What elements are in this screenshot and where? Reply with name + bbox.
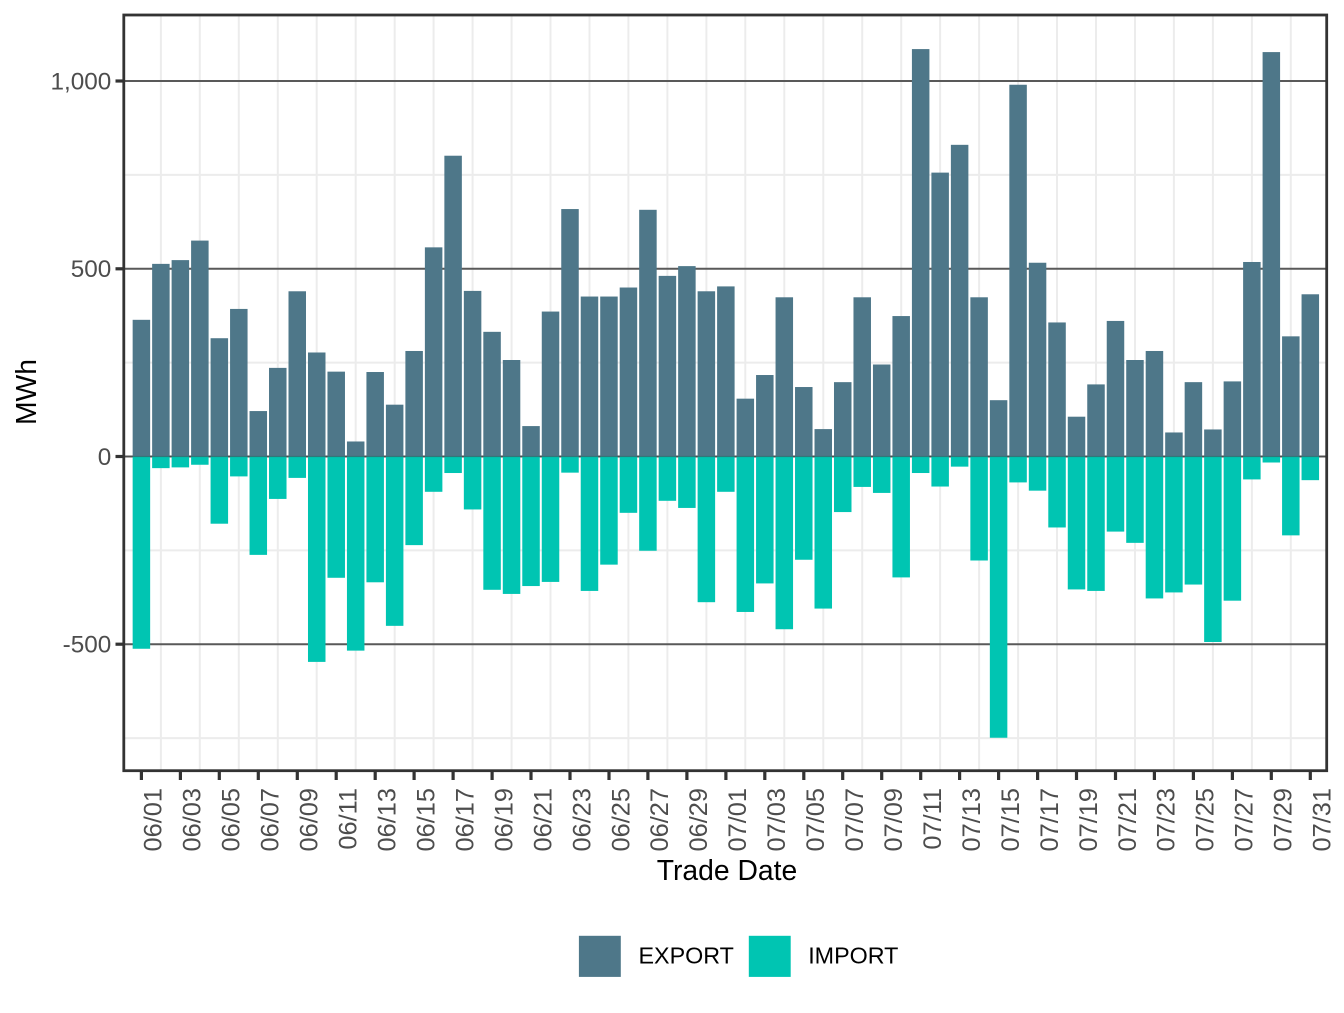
svg-text:07/03: 07/03 — [763, 788, 791, 852]
svg-text:07/31: 07/31 — [1309, 788, 1337, 852]
svg-text:MWh: MWh — [10, 359, 42, 425]
svg-text:06/15: 06/15 — [412, 788, 440, 852]
svg-text:07/01: 07/01 — [724, 788, 752, 852]
svg-text:06/05: 06/05 — [218, 788, 246, 852]
svg-text:07/29: 07/29 — [1270, 788, 1298, 852]
svg-text:07/27: 07/27 — [1231, 788, 1259, 852]
svg-text:07/19: 07/19 — [1075, 788, 1103, 852]
svg-text:-500: -500 — [63, 632, 112, 659]
svg-text:06/25: 06/25 — [607, 788, 635, 852]
svg-text:07/17: 07/17 — [1036, 788, 1064, 852]
svg-text:07/05: 07/05 — [802, 788, 830, 852]
svg-text:06/13: 06/13 — [374, 788, 402, 852]
svg-text:06/07: 06/07 — [257, 788, 285, 852]
svg-text:06/29: 06/29 — [685, 788, 713, 852]
svg-text:Trade Date: Trade Date — [657, 854, 798, 886]
svg-text:06/17: 06/17 — [451, 788, 479, 852]
svg-text:IMPORT: IMPORT — [808, 942, 898, 968]
svg-text:500: 500 — [71, 256, 112, 283]
svg-text:06/09: 06/09 — [296, 788, 324, 852]
svg-text:0: 0 — [98, 444, 112, 471]
svg-text:06/11: 06/11 — [335, 788, 363, 850]
svg-text:06/03: 06/03 — [179, 788, 207, 852]
svg-text:1,000: 1,000 — [50, 68, 111, 95]
svg-text:06/19: 06/19 — [490, 788, 518, 852]
svg-text:07/23: 07/23 — [1153, 788, 1181, 852]
svg-text:07/11: 07/11 — [919, 788, 947, 850]
svg-text:EXPORT: EXPORT — [639, 942, 734, 968]
svg-text:07/07: 07/07 — [841, 788, 869, 852]
svg-text:06/27: 06/27 — [646, 788, 674, 852]
svg-text:07/21: 07/21 — [1114, 788, 1142, 852]
svg-text:07/09: 07/09 — [880, 788, 908, 852]
svg-text:06/01: 06/01 — [140, 788, 168, 852]
svg-text:07/15: 07/15 — [997, 788, 1025, 852]
svg-text:06/23: 06/23 — [568, 788, 596, 852]
svg-text:07/13: 07/13 — [958, 788, 986, 852]
svg-text:07/25: 07/25 — [1192, 788, 1220, 852]
svg-text:06/21: 06/21 — [529, 788, 557, 852]
